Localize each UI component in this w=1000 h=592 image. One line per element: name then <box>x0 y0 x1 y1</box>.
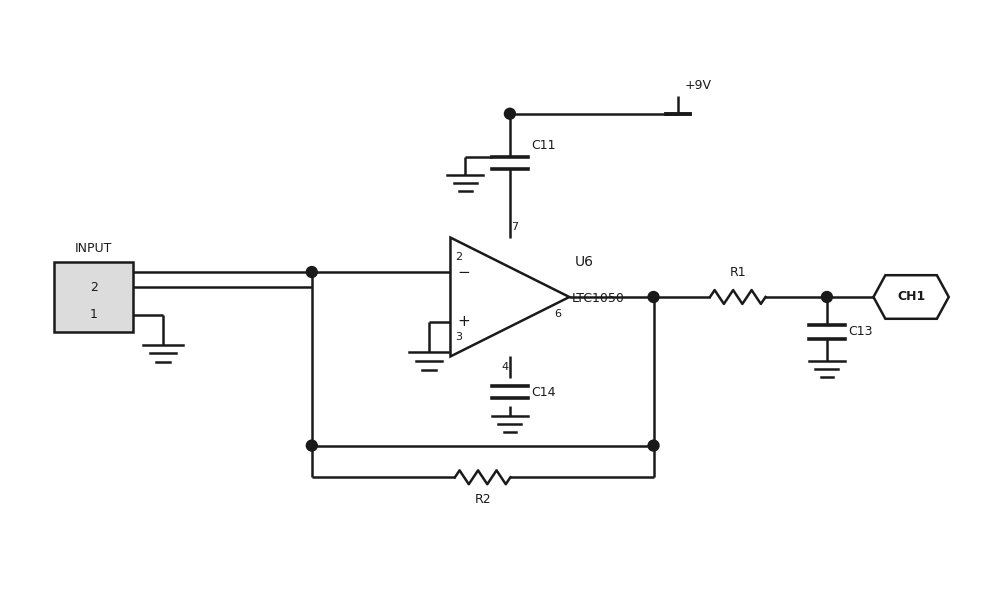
Text: +: + <box>457 314 470 330</box>
Circle shape <box>821 291 832 303</box>
Text: 1: 1 <box>90 308 98 321</box>
Text: 6: 6 <box>554 309 561 319</box>
Text: C11: C11 <box>532 139 556 152</box>
Text: 3: 3 <box>455 332 462 342</box>
Text: C14: C14 <box>532 385 556 398</box>
Circle shape <box>648 291 659 303</box>
Text: R1: R1 <box>729 266 746 279</box>
Circle shape <box>306 440 317 451</box>
FancyBboxPatch shape <box>54 262 133 332</box>
Circle shape <box>306 266 317 278</box>
Text: 7: 7 <box>511 221 518 231</box>
Text: 4: 4 <box>501 362 509 372</box>
Text: INPUT: INPUT <box>75 242 113 255</box>
Circle shape <box>648 440 659 451</box>
Text: C13: C13 <box>849 325 873 338</box>
Text: CH1: CH1 <box>897 291 925 304</box>
Circle shape <box>504 108 515 119</box>
Text: LTC1050: LTC1050 <box>571 292 624 305</box>
Text: −: − <box>457 265 470 279</box>
Text: +9V: +9V <box>684 79 711 92</box>
Text: U6: U6 <box>574 255 593 269</box>
Text: 2: 2 <box>90 281 98 294</box>
Text: 2: 2 <box>455 252 463 262</box>
Text: R2: R2 <box>474 493 491 506</box>
